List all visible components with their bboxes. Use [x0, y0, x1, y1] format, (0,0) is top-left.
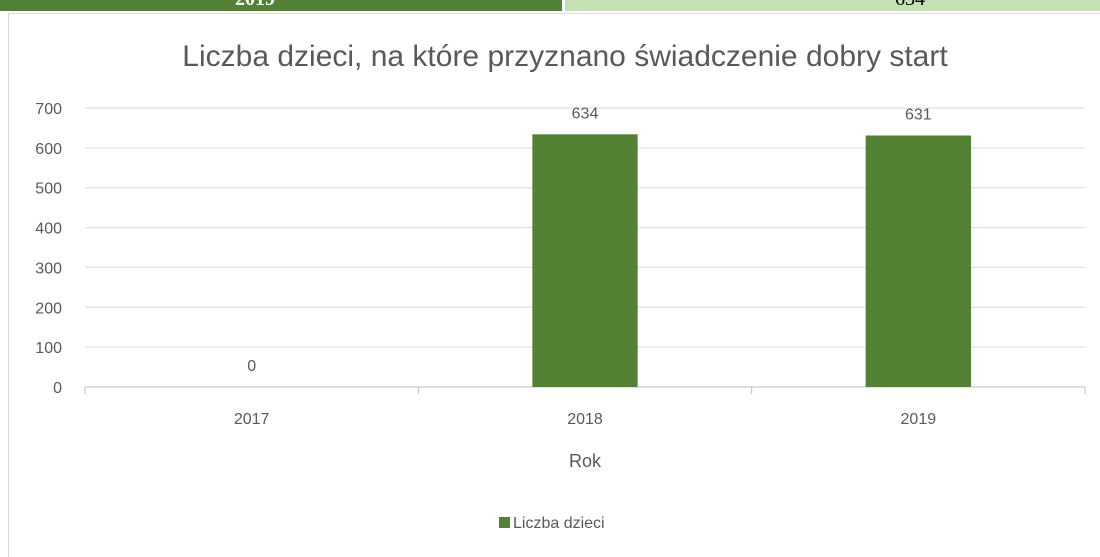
y-tick-label: 300 [35, 260, 62, 277]
y-tick-label: 600 [35, 141, 62, 158]
bar [865, 135, 971, 387]
x-axis-title: Rok [569, 451, 602, 471]
table-cell [0, 0, 562, 11]
data-label: 0 [247, 358, 256, 375]
data-label: 631 [905, 107, 932, 124]
chart-title: Liczba dzieci, na które przyznano świadc… [182, 40, 948, 73]
chart-frame [8, 13, 1100, 557]
x-tick-label: 2018 [567, 411, 603, 428]
table-text: 634 [895, 0, 925, 10]
y-tick-label: 400 [35, 221, 62, 238]
y-tick-label: 100 [35, 340, 62, 357]
y-tick-label: 0 [53, 380, 62, 397]
x-tick-label: 2019 [901, 411, 937, 428]
y-tick-label: 500 [35, 181, 62, 198]
legend-swatch [499, 517, 510, 528]
bar [532, 134, 638, 387]
x-tick-label: 2017 [234, 411, 270, 428]
data-label: 634 [572, 105, 599, 122]
table-text: 2019 [235, 0, 275, 10]
table-cell [565, 0, 1100, 11]
y-tick-label: 700 [35, 101, 62, 118]
legend-label: Liczba dzieci [513, 515, 605, 532]
y-tick-label: 200 [35, 300, 62, 317]
